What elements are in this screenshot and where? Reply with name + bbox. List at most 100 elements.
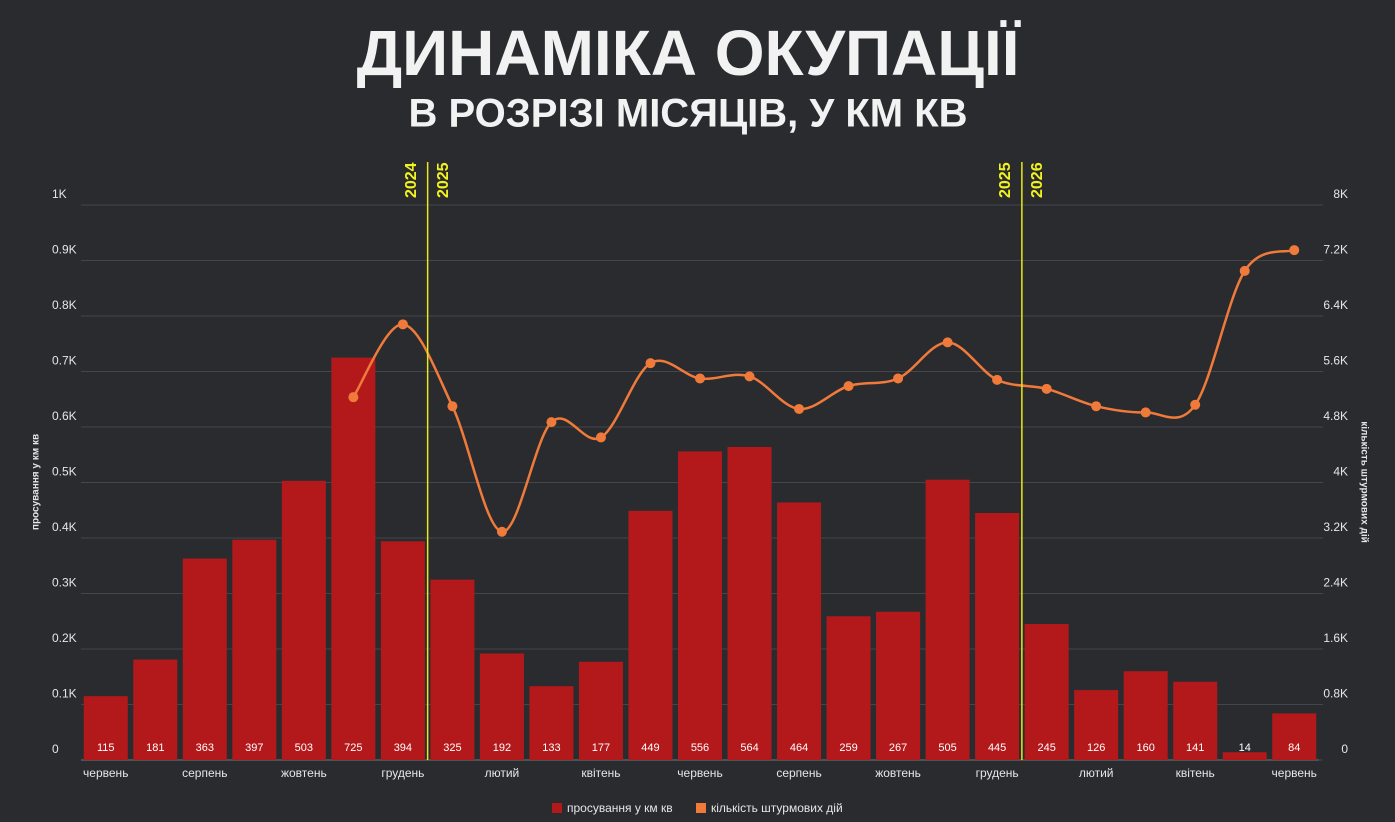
x-tick-label: червень (677, 766, 722, 780)
bar (578, 661, 623, 760)
bar (430, 579, 475, 760)
line-point (397, 319, 408, 330)
y-tick-label: 0.2K (52, 631, 77, 645)
line-point (546, 417, 557, 428)
x-tick-label: лютий (1079, 766, 1114, 780)
x-tick-label: жовтень (281, 766, 327, 780)
bar (1272, 713, 1317, 760)
bar-value-label: 363 (196, 742, 214, 754)
bar-value-label: 133 (542, 742, 560, 754)
bar-value-label: 503 (295, 742, 313, 754)
bar (1173, 681, 1218, 760)
line-point (695, 373, 705, 384)
y2-tick-label: 7.2K (1323, 243, 1348, 257)
x-tick-label: жовтень (875, 766, 921, 780)
bar-value-label: 445 (988, 742, 1006, 754)
x-tick-label: серпень (182, 766, 227, 780)
y-tick-label: 0.4K (52, 520, 77, 534)
line-point (348, 392, 359, 403)
bar-value-label: 245 (1037, 742, 1055, 754)
bar-value-label: 84 (1288, 742, 1300, 754)
year-label: 2024 (403, 162, 420, 198)
line-point (1091, 401, 1102, 412)
y2-tick-label: 8K (1333, 187, 1348, 201)
legend-swatch (552, 803, 562, 813)
bar-value-label: 177 (592, 742, 610, 754)
bar-value-label: 449 (641, 742, 659, 754)
line-point (942, 337, 953, 348)
line-point (992, 374, 1003, 385)
x-tick-label: серпень (776, 766, 821, 780)
bar (1123, 671, 1168, 760)
bar (331, 357, 376, 760)
bar-value-label: 394 (394, 742, 412, 754)
bar-value-label: 160 (1137, 742, 1155, 754)
line-point (744, 371, 755, 382)
y-tick-label: 1K (52, 187, 67, 201)
line-point (1190, 399, 1201, 410)
x-tick-label: квітень (1176, 766, 1215, 780)
bar (479, 653, 524, 760)
y2-tick-label: 5.6K (1323, 354, 1348, 368)
bar-value-label: 725 (344, 742, 362, 754)
y2-axis-label: кількість штурмових дій (1358, 421, 1369, 543)
bar-value-label: 505 (938, 742, 956, 754)
line-point (1041, 383, 1052, 394)
y-tick-label: 0.5K (52, 465, 77, 479)
y-tick-label: 0.1K (52, 687, 77, 701)
line-point (794, 403, 805, 414)
bar-value-label: 192 (493, 742, 511, 754)
year-label: 2025 (997, 162, 1014, 198)
bar-value-label: 14 (1239, 742, 1251, 754)
y2-tick-label: 0 (1341, 742, 1348, 756)
x-tick-label: грудень (381, 766, 424, 780)
bar-value-label: 141 (1186, 742, 1204, 754)
bar (975, 513, 1020, 760)
legend-label: кількість штурмових дій (711, 801, 843, 815)
bar (727, 446, 772, 760)
bar (876, 611, 921, 760)
bar (232, 539, 277, 760)
bar-value-label: 115 (97, 742, 115, 754)
bar-value-label: 464 (790, 742, 808, 754)
line-point (645, 358, 656, 369)
line-point (843, 381, 854, 392)
bar (826, 616, 871, 760)
y2-tick-label: 0.8K (1323, 687, 1348, 701)
y-tick-label: 0 (52, 742, 59, 756)
bar (281, 480, 326, 760)
year-label: 2025 (435, 162, 452, 198)
line-point (1140, 407, 1151, 418)
y2-tick-label: 4K (1333, 465, 1348, 479)
bar-value-label: 267 (889, 742, 907, 754)
bar (1222, 752, 1267, 760)
bar (529, 686, 574, 760)
x-tick-label: лютий (485, 766, 520, 780)
y-axis-label: просування у км кв (31, 434, 42, 530)
legend-label: просування у км кв (567, 801, 673, 815)
bar (628, 510, 673, 760)
x-tick-label: грудень (976, 766, 1019, 780)
bar (83, 696, 128, 760)
bar-value-label: 556 (691, 742, 709, 754)
bar (182, 558, 227, 760)
chart-title: ДИНАМІКА ОКУПАЦІЇ (357, 17, 1021, 89)
bar-value-label: 564 (740, 742, 758, 754)
bar-value-label: 325 (443, 742, 461, 754)
y2-tick-label: 1.6K (1323, 631, 1348, 645)
chart-subtitle: В РОЗРІЗІ МІСЯЦІВ, У КМ КВ (408, 92, 967, 136)
y2-tick-label: 3.2K (1323, 520, 1348, 534)
bar-value-label: 259 (839, 742, 857, 754)
bar (777, 502, 822, 760)
legend-swatch (696, 803, 706, 813)
line-point (595, 432, 606, 443)
line-point (447, 401, 458, 412)
y2-tick-label: 2.4K (1323, 576, 1348, 590)
x-tick-label: червень (83, 766, 128, 780)
y-tick-label: 0.6K (52, 409, 77, 423)
bar (1074, 690, 1119, 760)
bar-value-label: 181 (146, 742, 164, 754)
line-point (1289, 245, 1300, 256)
